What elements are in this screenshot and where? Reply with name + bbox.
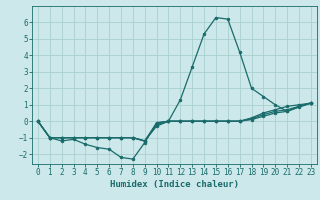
X-axis label: Humidex (Indice chaleur): Humidex (Indice chaleur) <box>110 180 239 189</box>
